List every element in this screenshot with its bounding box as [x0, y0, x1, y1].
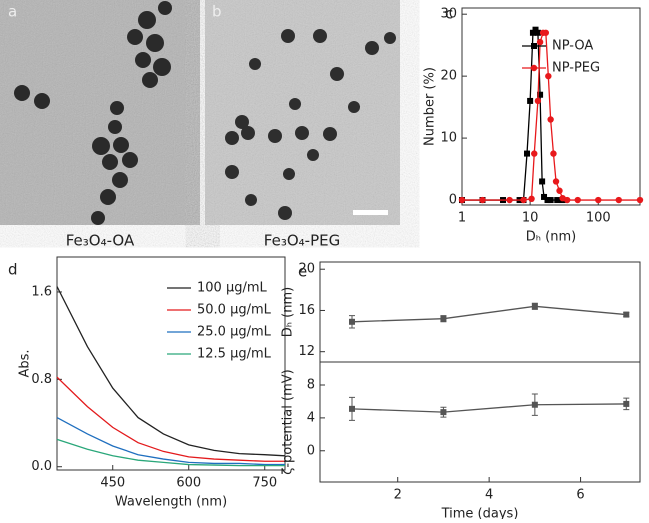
- marker: [529, 29, 536, 36]
- legend-label: NP-OA: [552, 39, 593, 54]
- marker: [542, 29, 550, 36]
- marker: [534, 97, 542, 105]
- marker: [545, 72, 552, 80]
- series-line: [351, 403, 627, 413]
- x-tick-label: 2: [394, 488, 402, 503]
- marker: [349, 318, 355, 325]
- y-tick-label: 0: [307, 443, 315, 458]
- series-line: [56, 416, 285, 466]
- marker: [349, 405, 355, 412]
- plot-frame: [461, 7, 641, 206]
- x-tick-label: 750: [252, 476, 277, 491]
- y-axis-label: Number (%): [423, 67, 438, 146]
- marker: [530, 64, 538, 72]
- legend-label: 50.0 µg/mL: [197, 303, 272, 318]
- x-axis-label: Dₕ (nm): [526, 230, 576, 245]
- image-caption: Fe₃O₄-OA: [66, 232, 135, 250]
- y-axis-label: ζ-potential (mV): [281, 369, 296, 474]
- x-tick-label: 10: [522, 211, 539, 226]
- marker: [532, 26, 539, 33]
- marker: [563, 196, 571, 204]
- x-tick-label: 4: [485, 488, 493, 503]
- marker: [554, 197, 561, 204]
- marker: [547, 197, 554, 204]
- y-tick-label: 0.8: [31, 372, 52, 387]
- x-tick-label: 600: [176, 476, 201, 491]
- legend-label: 100 µg/mL: [197, 281, 268, 296]
- marker: [524, 150, 531, 157]
- marker: [552, 178, 560, 185]
- x-tick-label: 100: [586, 211, 611, 226]
- marker: [556, 187, 563, 194]
- legend-label: 12.5 µg/mL: [197, 347, 272, 362]
- x-tick-label: 450: [100, 476, 125, 491]
- marker: [458, 196, 466, 204]
- y-tick-label: 0: [449, 193, 457, 208]
- panel-label: b: [212, 3, 222, 21]
- marker: [506, 196, 513, 204]
- y-tick-label: 4: [307, 410, 315, 425]
- marker: [541, 193, 548, 200]
- marker: [536, 38, 544, 46]
- marker: [531, 43, 537, 49]
- image-caption: Fe₃O₄-PEG: [264, 232, 340, 250]
- panel-label: d: [8, 261, 18, 279]
- panel-label: a: [8, 3, 17, 21]
- marker: [528, 195, 535, 203]
- y-tick-label: 1.6: [31, 284, 52, 299]
- series-line: [56, 286, 286, 457]
- marker: [479, 196, 486, 204]
- series-line: [56, 438, 285, 467]
- y-axis-label: Dₕ (nm): [281, 287, 296, 337]
- x-tick-label: 6: [576, 488, 584, 503]
- marker: [574, 196, 581, 204]
- y-tick-label: 12: [298, 344, 315, 359]
- marker: [636, 196, 644, 204]
- marker: [595, 196, 602, 204]
- marker: [440, 409, 447, 416]
- marker: [520, 196, 527, 204]
- marker: [615, 196, 622, 204]
- marker: [440, 315, 447, 322]
- legend-label: 25.0 µg/mL: [197, 325, 272, 340]
- marker: [544, 197, 551, 204]
- y-tick-label: 30: [440, 7, 457, 22]
- y-tick-label: 20: [440, 69, 457, 84]
- x-tick-label: 1: [458, 211, 466, 226]
- marker: [527, 97, 534, 104]
- y-tick-label: 0.0: [31, 459, 52, 474]
- marker: [531, 303, 538, 310]
- marker: [531, 150, 538, 157]
- series-line: [351, 305, 627, 323]
- marker: [537, 91, 544, 98]
- marker: [550, 150, 557, 157]
- x-axis-label: Time (days): [441, 507, 519, 520]
- tem-image-a: [0, 0, 200, 225]
- marker: [539, 178, 546, 185]
- marker: [531, 401, 538, 408]
- plot-frame: [56, 256, 286, 471]
- plot-frame: [319, 361, 641, 483]
- marker: [534, 29, 541, 36]
- y-axis-label: Abs.: [18, 349, 33, 377]
- panel-label: e: [298, 263, 307, 281]
- legend-label: NP-PEG: [552, 61, 600, 76]
- y-tick-label: 16: [298, 303, 315, 318]
- panel-label: c: [445, 5, 453, 23]
- marker: [623, 400, 630, 407]
- y-tick-label: 8: [307, 378, 315, 393]
- y-tick-label: 10: [440, 131, 457, 146]
- marker: [623, 311, 630, 318]
- series-line: [56, 376, 285, 462]
- tem-image-b: [205, 0, 400, 225]
- y-tick-label: 20: [298, 262, 315, 277]
- x-axis-label: Wavelength (nm): [115, 495, 227, 510]
- marker: [547, 116, 554, 123]
